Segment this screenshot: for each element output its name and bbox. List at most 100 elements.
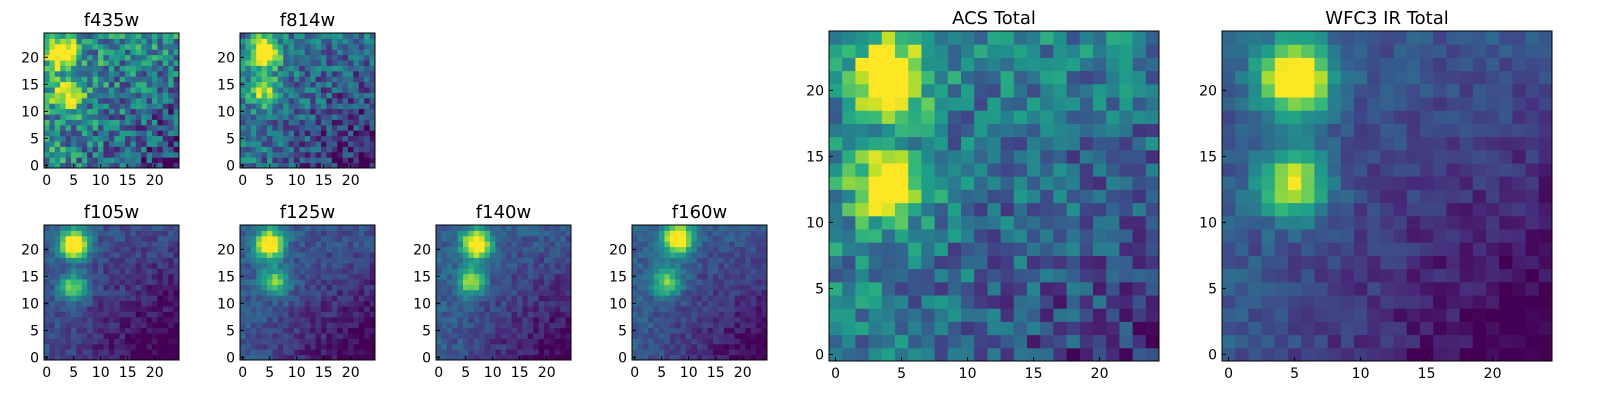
heatmap-cell: [463, 322, 469, 329]
heatmap-cell: [294, 338, 300, 345]
heatmap-cell: [342, 257, 349, 264]
heatmap-cell: [934, 268, 949, 283]
heatmap-cell: [734, 354, 741, 361]
heatmap-cell: [267, 141, 273, 147]
heatmap-cell: [653, 306, 660, 312]
heatmap-cell: [76, 354, 83, 361]
heatmap-cell: [337, 327, 344, 334]
heatmap-cell: [65, 49, 72, 56]
heatmap-cell: [1040, 242, 1054, 256]
heatmap-cell: [369, 284, 376, 291]
heatmap-cell: [141, 338, 148, 345]
heatmap-cell: [1066, 189, 1081, 204]
heatmap-cell: [315, 257, 322, 264]
heatmap-cell: [457, 252, 464, 258]
heatmap-cell: [637, 279, 644, 285]
heatmap-cell: [272, 246, 279, 253]
heatmap-cell: [1367, 149, 1381, 164]
heatmap-cell: [659, 289, 665, 296]
heatmap-cell: [283, 327, 290, 334]
heatmap-cell: [288, 354, 295, 361]
heatmap-cell: [637, 262, 644, 269]
heatmap-cell: [326, 119, 333, 126]
heatmap-cell: [358, 354, 365, 361]
heatmap-cell: [718, 289, 725, 296]
heatmap-cell: [686, 349, 692, 356]
heatmap-cell: [756, 295, 763, 302]
heatmap-cell: [1027, 110, 1041, 124]
heatmap-cell: [342, 54, 349, 61]
heatmap-cell: [119, 230, 126, 237]
heatmap-cell: [495, 295, 502, 302]
heatmap-cell: [103, 54, 110, 61]
heatmap-cell: [283, 97, 290, 104]
heatmap-cell: [146, 103, 153, 110]
heatmap-cell: [44, 306, 50, 312]
heatmap-cell: [98, 114, 104, 120]
heatmap-cell: [756, 230, 763, 237]
heatmap-cell: [326, 70, 333, 77]
heatmap-cell: [1027, 57, 1041, 72]
heatmap-cell: [500, 333, 507, 339]
heatmap-cell: [49, 279, 56, 285]
heatmap-cell: [473, 252, 480, 258]
heatmap-cell: [648, 246, 655, 253]
heatmap-cell: [1261, 189, 1276, 204]
heatmap-cell: [369, 354, 376, 361]
heatmap-cell: [272, 141, 279, 147]
heatmap-cell: [473, 246, 480, 253]
heatmap-cell: [691, 225, 698, 231]
heatmap-cell: [250, 135, 257, 142]
heatmap-cell: [364, 97, 371, 104]
heatmap-cell: [549, 252, 556, 258]
heatmap-cell: [245, 230, 252, 237]
heatmap-cell: [304, 81, 311, 88]
heatmap-cell: [369, 151, 376, 158]
heatmap-cell: [1027, 321, 1041, 336]
heatmap-cell: [98, 146, 104, 153]
heatmap-cell: [108, 225, 115, 231]
heatmap-cell: [653, 327, 660, 334]
heatmap-cell: [1132, 136, 1147, 151]
heatmap-cell: [65, 38, 72, 45]
heatmap-cell: [1235, 110, 1249, 124]
heatmap-cell: [659, 327, 665, 334]
heatmap-cell: [1512, 308, 1527, 322]
heatmap-cell: [98, 300, 104, 307]
heatmap-cell: [490, 225, 496, 231]
heatmap-cell: [342, 279, 349, 285]
heatmap-cell: [463, 306, 469, 312]
heatmap-cell: [1053, 347, 1068, 362]
heatmap-cell: [168, 322, 175, 329]
heatmap-cell: [1053, 202, 1068, 217]
heatmap-cell: [680, 289, 687, 296]
heatmap-cell: [315, 33, 322, 39]
heatmap-cell: [49, 157, 56, 164]
heatmap-cell: [734, 230, 741, 237]
heatmap-cell: [256, 289, 263, 296]
heatmap-cell: [168, 349, 175, 356]
heatmap-cell: [87, 38, 94, 45]
heatmap-cell: [141, 279, 148, 285]
heatmap-cell: [468, 225, 475, 231]
heatmap-cell: [364, 70, 371, 77]
heatmap-cell: [240, 289, 246, 296]
heatmap-cell: [680, 306, 687, 312]
heatmap-cell: [92, 135, 99, 142]
heatmap-cell: [364, 43, 371, 50]
heatmap-cell: [1354, 163, 1368, 177]
heatmap-cell: [71, 33, 77, 39]
heatmap-cell: [664, 349, 671, 356]
x-tick-label: 10: [959, 366, 977, 382]
heatmap-cell: [511, 333, 518, 339]
heatmap-cell: [162, 141, 169, 147]
heatmap-cell: [842, 163, 856, 177]
x-tick-label: 15: [315, 365, 333, 381]
heatmap-cell: [342, 300, 349, 307]
heatmap-cell: [250, 43, 257, 50]
heatmap-cell: [868, 149, 883, 164]
heatmap-cell: [1499, 163, 1513, 177]
heatmap-cell: [250, 146, 257, 153]
heatmap-cell: [49, 162, 56, 169]
heatmap-cell: [92, 333, 99, 339]
